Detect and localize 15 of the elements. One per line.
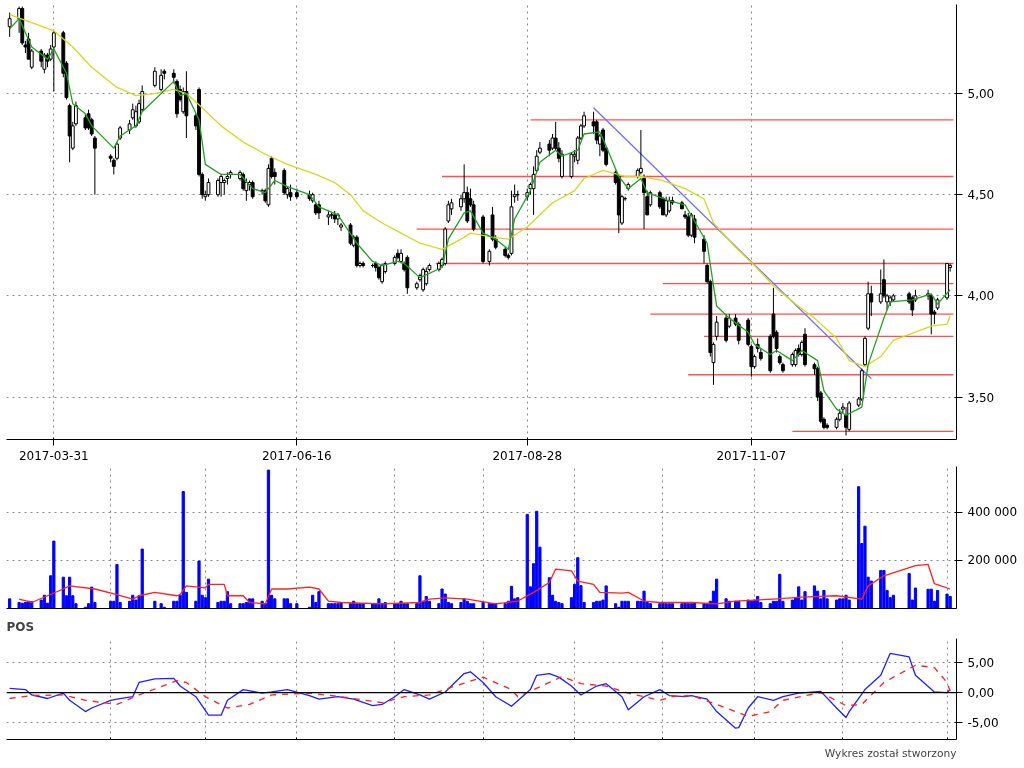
y-tick-label: 3,50 — [967, 390, 995, 405]
x-tick-label: 2017-06-16 — [262, 448, 332, 463]
y-tick-label: 400 000 — [967, 505, 1018, 520]
y-tick-label: 200 000 — [967, 553, 1018, 568]
y-tick-label: 4,00 — [967, 289, 995, 304]
y-tick-label: 4,50 — [967, 188, 995, 203]
chart-title: POS — [6, 619, 35, 634]
y-tick-label: -5,00 — [967, 715, 999, 730]
y-tick-label: 5,00 — [967, 656, 995, 671]
text: Wykres został stworzony — [824, 746, 957, 760]
x-tick-label: 2017-03-31 — [18, 448, 89, 463]
x-tick-label: 2017-08-28 — [492, 448, 563, 463]
y-tick-label: 0,00 — [967, 686, 995, 701]
y-tick-label: 5,00 — [967, 87, 995, 102]
x-tick-label: 2017-11-07 — [716, 448, 787, 463]
